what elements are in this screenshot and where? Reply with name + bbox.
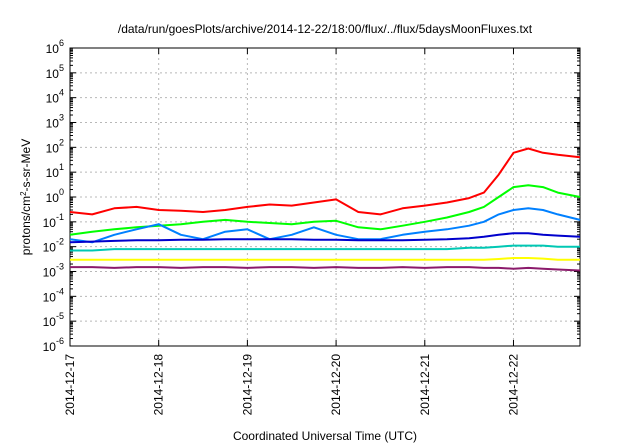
x-tick-label: 2014-12-22 xyxy=(506,354,520,416)
y-tick-exp: -6 xyxy=(56,336,64,346)
y-tick-label: 106 xyxy=(46,38,64,56)
y-tick-exp: -3 xyxy=(56,262,64,272)
y-axis-label-rest: -s-sr-MeV xyxy=(19,139,33,192)
x-tick-label: 2014-12-20 xyxy=(329,354,343,416)
y-tick-base: 10 xyxy=(43,266,57,280)
y-tick-label: 101 xyxy=(46,162,64,180)
y-tick-label: 10-5 xyxy=(43,311,64,329)
y-tick-label: 103 xyxy=(46,113,64,131)
chart-title: /data/run/goesPlots/archive/2014-12-22/1… xyxy=(118,22,533,36)
y-tick-base: 10 xyxy=(43,340,57,354)
y-tick-label: 10-6 xyxy=(43,336,64,354)
y-tick-label: 100 xyxy=(46,187,64,205)
y-tick-exp: -2 xyxy=(56,237,64,247)
y-tick-exp: -4 xyxy=(56,286,64,296)
series-line xyxy=(70,244,580,252)
y-tick-exp: -1 xyxy=(56,212,64,222)
y-tick-base: 10 xyxy=(46,42,60,56)
y-tick-exp: 1 xyxy=(59,162,64,172)
y-axis-label: protons/cm2-s-sr-MeV xyxy=(19,139,34,255)
y-tick-label: 10-2 xyxy=(43,237,64,255)
y-tick-exp: -5 xyxy=(56,311,64,321)
x-tick-label: 2014-12-19 xyxy=(240,354,254,416)
y-tick-base: 10 xyxy=(46,191,60,205)
x-tick-label: 2014-12-17 xyxy=(63,354,77,416)
x-axis-label: Coordinated Universal Time (UTC) xyxy=(233,429,417,443)
y-axis: 10-610-510-410-310-210-11001011021031041… xyxy=(43,38,580,354)
x-tick-label: 2014-12-18 xyxy=(152,354,166,416)
y-tick-exp: 5 xyxy=(59,63,64,73)
y-tick-base: 10 xyxy=(46,141,60,155)
y-tick-exp: 3 xyxy=(59,113,64,123)
y-tick-label: 104 xyxy=(46,88,64,106)
series-line xyxy=(70,257,580,261)
y-axis-label-base: protons/cm xyxy=(19,196,33,255)
y-tick-label: 10-1 xyxy=(43,212,64,230)
y-tick-base: 10 xyxy=(43,216,57,230)
x-tick-label: 2014-12-21 xyxy=(418,354,432,416)
y-tick-base: 10 xyxy=(43,290,57,304)
y-tick-base: 10 xyxy=(43,315,57,329)
series-line xyxy=(69,207,581,244)
y-tick-exp: 6 xyxy=(59,38,64,48)
series-line xyxy=(69,232,581,244)
series-layer xyxy=(69,147,581,272)
y-tick-label: 102 xyxy=(46,137,64,155)
y-axis-label-sup: 2 xyxy=(19,191,28,196)
grid xyxy=(70,48,580,346)
y-tick-label: 10-4 xyxy=(43,286,64,304)
series-line xyxy=(69,147,581,216)
y-tick-exp: 4 xyxy=(59,88,64,98)
series-line xyxy=(70,266,581,272)
y-tick-label: 10-3 xyxy=(43,262,64,280)
y-tick-base: 10 xyxy=(46,117,60,131)
y-tick-base: 10 xyxy=(46,67,60,81)
y-tick-exp: 2 xyxy=(59,137,64,147)
y-tick-base: 10 xyxy=(43,241,57,255)
y-tick-exp: 0 xyxy=(59,187,64,197)
y-tick-base: 10 xyxy=(46,92,60,106)
y-tick-label: 105 xyxy=(46,63,64,81)
x-axis: 2014-12-17 2014-12-18 2014-12-19 2014-12-20… xyxy=(63,48,520,415)
y-tick-base: 10 xyxy=(46,166,60,180)
